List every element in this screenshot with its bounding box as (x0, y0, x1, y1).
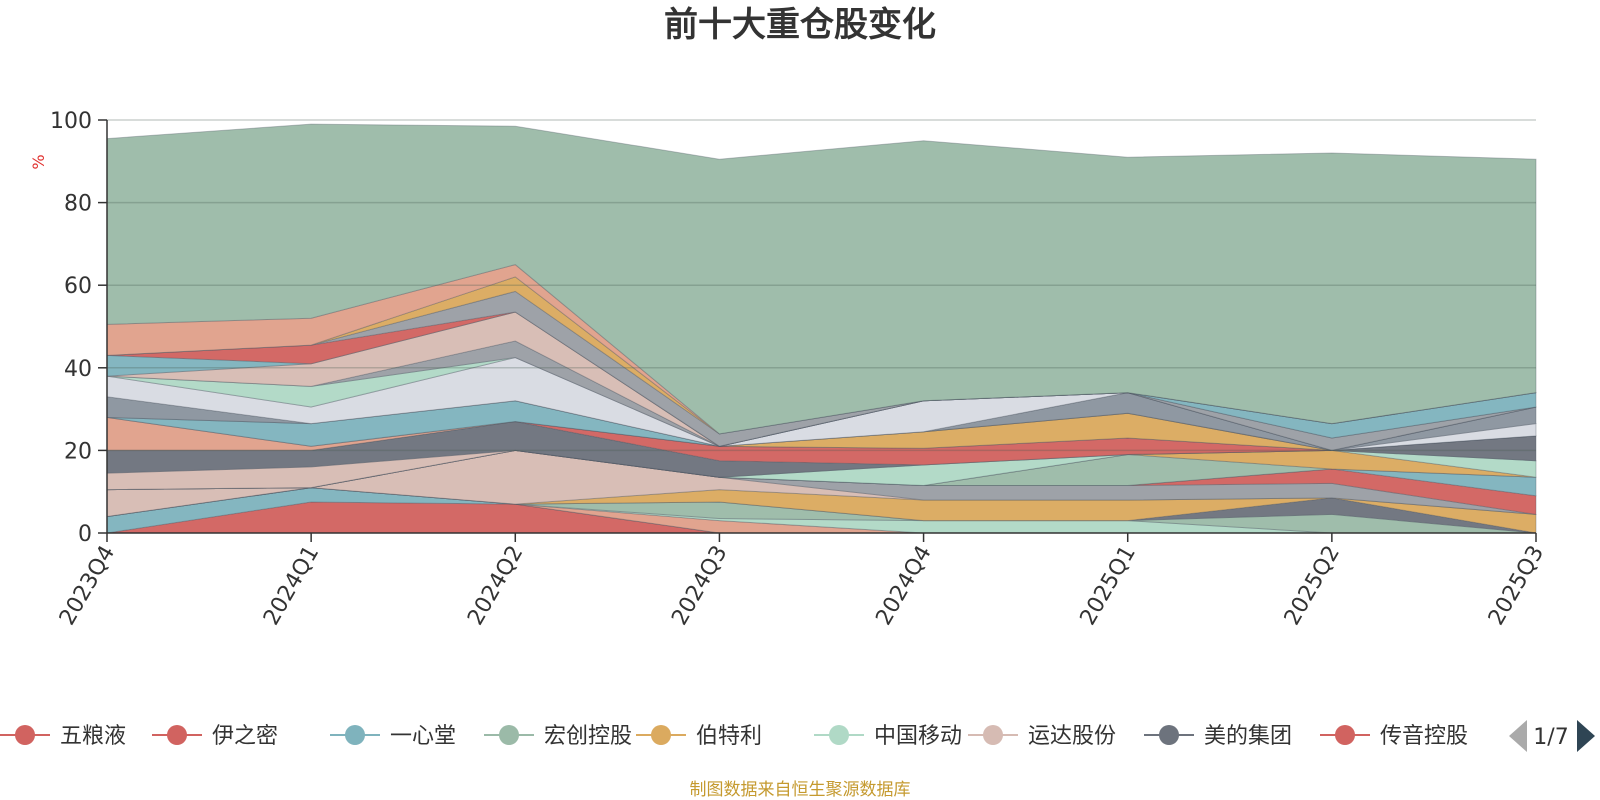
area-series-26 (106, 311, 1537, 447)
x-tick-label: 2025Q2 (1280, 542, 1345, 630)
x-tick-label: 2024Q2 (463, 542, 528, 630)
legend-page-indicator: 1/7 (1533, 725, 1568, 750)
area-series-31 (106, 123, 1537, 435)
stacked-areas (106, 123, 1537, 534)
x-tick-label: 2024Q4 (871, 542, 936, 630)
legend-label: 伊之密 (212, 724, 278, 749)
legend-item[interactable]: 美的集团 (1144, 724, 1292, 749)
x-tick-label: 2025Q1 (1076, 542, 1141, 630)
area-series-21 (106, 392, 1537, 451)
legend: 五粮液 伊之密 一心堂 宏创控股 伯特利 中国移动 运达股份 美的集团 传音控股 (0, 724, 1468, 749)
x-tick-label: 2024Q1 (259, 542, 324, 630)
area-series-2 (106, 487, 1536, 534)
y-tick-label: 40 (64, 357, 92, 382)
y-tick-label: 60 (64, 274, 92, 299)
legend-marker-icon (499, 725, 519, 745)
legend-item[interactable]: 五粮液 (0, 724, 126, 749)
y-axis-label: % (29, 154, 48, 169)
y-tick-label: 20 (64, 439, 92, 464)
chart-title: 前十大重仓股变化 (664, 5, 936, 45)
legend-label: 传音控股 (1380, 724, 1468, 749)
legend-marker-icon (167, 725, 187, 745)
y-tick-label: 80 (64, 192, 92, 217)
prev-page-icon[interactable] (1509, 720, 1527, 752)
y-tick-label: 100 (50, 109, 92, 134)
legend-marker-icon (983, 725, 1003, 745)
legend-marker-icon (15, 725, 35, 745)
legend-label: 五粮液 (60, 724, 126, 749)
legend-item[interactable]: 运达股份 (968, 724, 1116, 749)
legend-item[interactable]: 伯特利 (636, 724, 762, 749)
y-tick-label: 0 (78, 522, 92, 547)
area-series-22 (106, 356, 1537, 451)
legend-item[interactable]: 伊之密 (152, 724, 278, 749)
legend-marker-icon (345, 725, 365, 745)
x-tick-label: 2025Q3 (1484, 542, 1549, 630)
legend-item[interactable]: 中国移动 (814, 724, 962, 749)
legend-item[interactable]: 传音控股 (1320, 724, 1468, 749)
legend-item[interactable]: 一心堂 (330, 724, 456, 749)
data-source-note: 制图数据来自恒生聚源数据库 (690, 780, 911, 800)
legend-marker-icon (651, 725, 671, 745)
legend-label: 一心堂 (390, 724, 456, 749)
legend-label: 宏创控股 (544, 724, 632, 749)
legend-label: 运达股份 (1028, 724, 1116, 749)
legend-marker-icon (1159, 725, 1179, 745)
area-series-20 (106, 400, 1537, 451)
legend-marker-icon (829, 725, 849, 745)
next-page-icon[interactable] (1577, 720, 1595, 752)
legend-pager: 1/7 (1509, 720, 1595, 752)
grid-lines (107, 119, 1536, 452)
x-tick-label: 2024Q3 (667, 542, 732, 630)
legend-label: 中国移动 (874, 724, 962, 749)
legend-label: 伯特利 (696, 724, 762, 749)
x-tick-label: 2023Q4 (55, 542, 120, 630)
legend-marker-icon (1335, 725, 1355, 745)
legend-item[interactable]: 宏创控股 (484, 724, 632, 749)
legend-label: 美的集团 (1204, 724, 1292, 749)
